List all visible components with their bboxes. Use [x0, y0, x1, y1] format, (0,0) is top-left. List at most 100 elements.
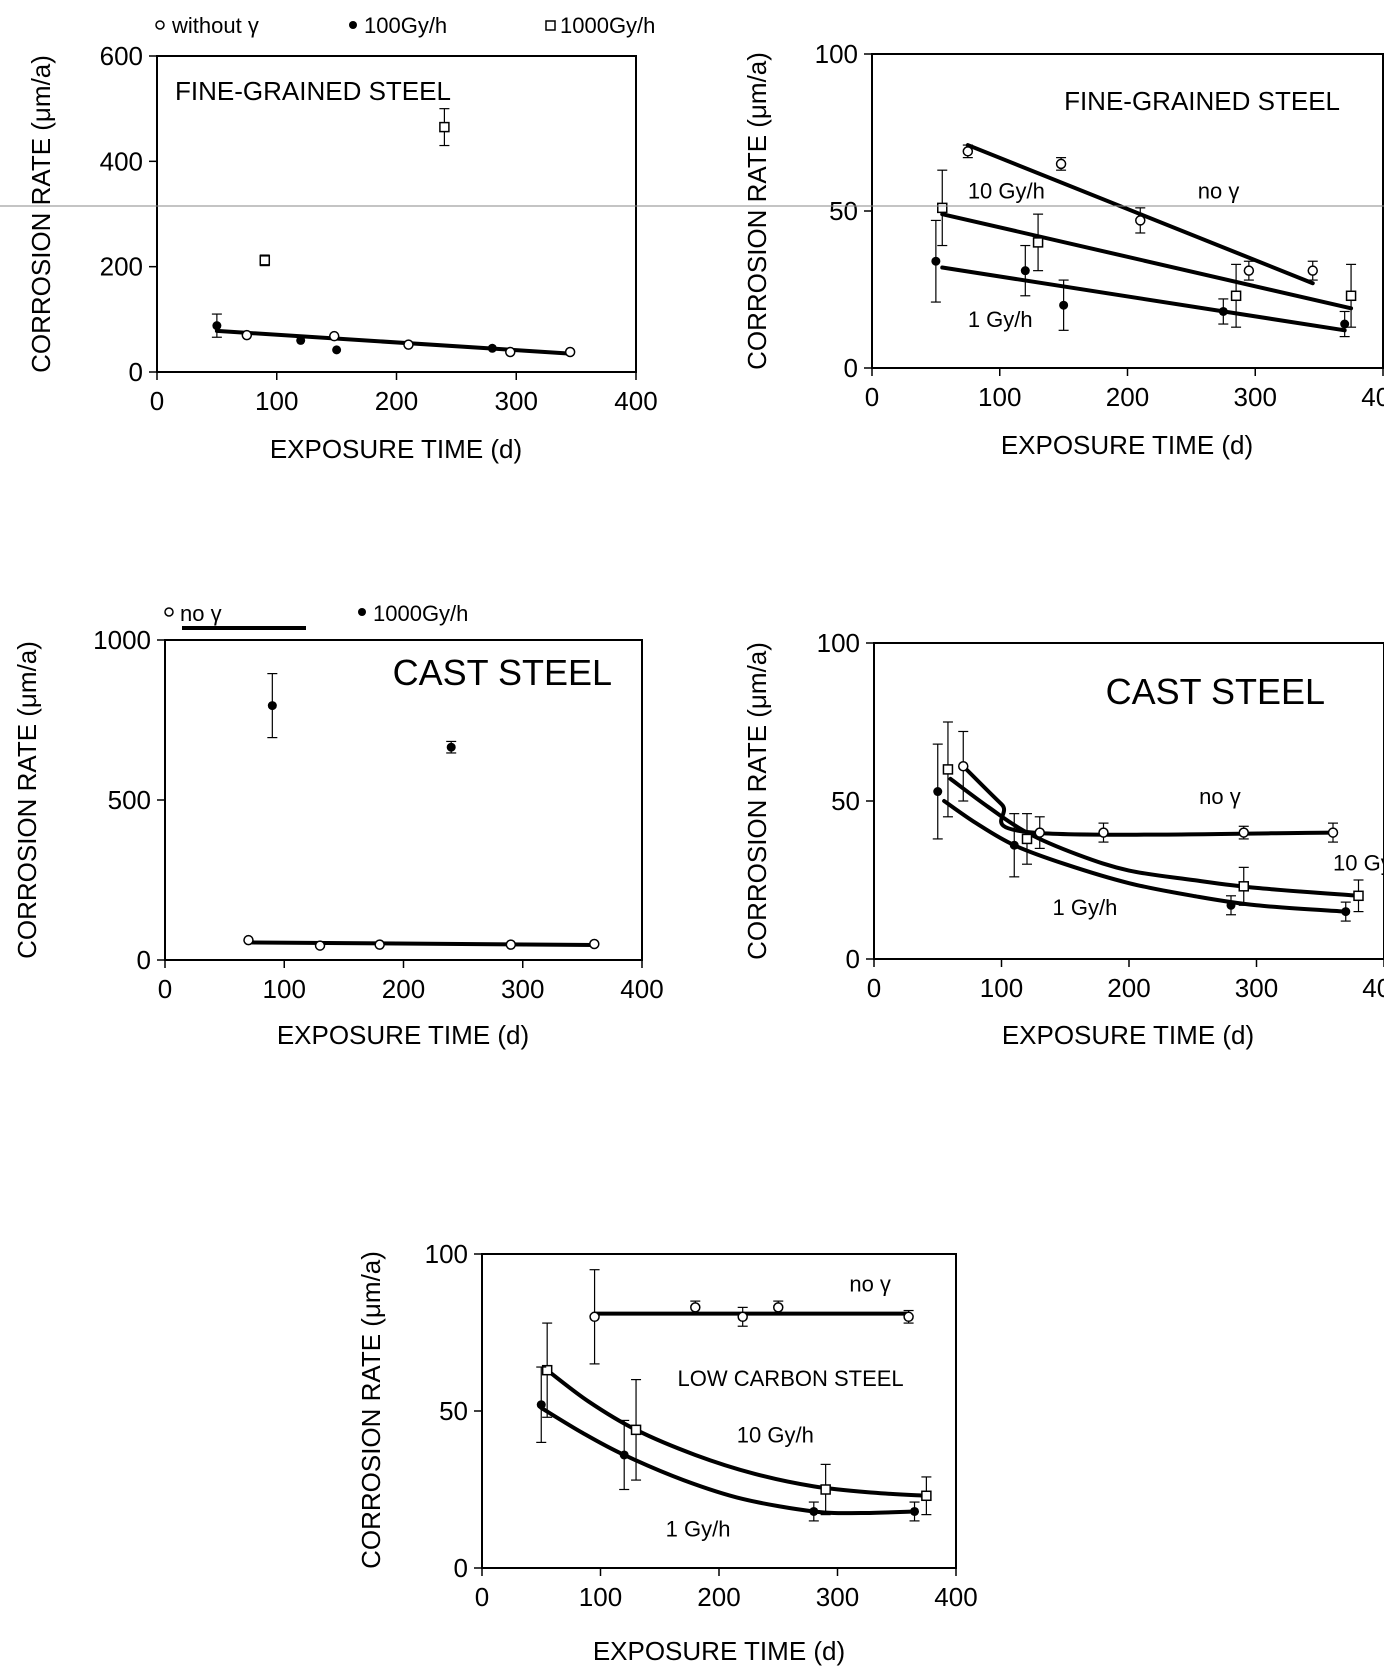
data-point-open-circle — [1307, 265, 1318, 276]
fit-curve — [942, 799, 1348, 914]
y-tick-label: 600 — [100, 41, 143, 71]
data-point-open-circle — [505, 346, 516, 358]
data-point-filled-circle — [332, 345, 342, 355]
legend-label: 1000Gy/h — [560, 13, 655, 38]
y-tick-label: 100 — [817, 628, 860, 658]
fit-curve — [545, 1368, 929, 1498]
panel-title: CAST STEEL — [1106, 671, 1325, 712]
legend-label: without γ — [171, 13, 259, 38]
data-point-filled-circle — [1059, 300, 1069, 310]
x-tick-label: 100 — [263, 974, 306, 1004]
data-point-filled-circle — [933, 787, 943, 797]
legend-marker-filled-circle — [349, 21, 357, 29]
data-point-filled-circle — [1226, 900, 1236, 910]
y-tick-label: 0 — [844, 353, 858, 383]
x-axis-label: EXPOSURE TIME (d) — [270, 434, 522, 464]
data-point-open-circle — [690, 1302, 701, 1313]
data-point-open-circle — [1327, 827, 1339, 838]
x-tick-label: 0 — [150, 386, 164, 416]
y-tick-label: 50 — [439, 1396, 468, 1426]
x-axis-label: EXPOSURE TIME (d) — [1002, 1020, 1254, 1050]
data-point-open-square — [937, 202, 948, 214]
legend-marker-open-square — [545, 20, 556, 31]
data-point-open-circle — [773, 1302, 784, 1313]
annotation-label: LOW CARBON STEEL — [678, 1366, 904, 1391]
data-point-filled-circle — [487, 343, 497, 353]
annotation-label: 10 Gy/h — [737, 1422, 814, 1447]
fit-line — [940, 212, 1354, 311]
annotation-label: no γ — [849, 1272, 891, 1297]
x-tick-label: 400 — [620, 974, 663, 1004]
x-tick-label: 200 — [697, 1582, 740, 1612]
tick-labels: 0 100 200 300 400 0 500 1000 — [93, 625, 664, 1004]
x-tick-label: 300 — [495, 386, 538, 416]
y-tick-label: 50 — [829, 196, 858, 226]
data-point-open-circle — [1243, 265, 1255, 276]
legend-marker-filled-circle — [358, 608, 366, 616]
x-tick-label: 300 — [1234, 382, 1277, 412]
legend-label: no γ — [180, 601, 222, 626]
x-tick-label: 0 — [867, 973, 881, 1003]
x-tick-label: 100 — [978, 382, 1021, 412]
fit-line — [246, 940, 597, 947]
x-tick-label: 300 — [816, 1582, 859, 1612]
legend-marker-open-circle — [164, 607, 174, 617]
data-point-filled-circle — [1341, 907, 1351, 917]
x-tick-label: 300 — [501, 974, 544, 1004]
data-point-filled-circle — [910, 1506, 920, 1516]
data-point-open-circle — [1238, 827, 1249, 838]
data-point-open-circle — [958, 760, 969, 772]
legend-label: 100Gy/h — [364, 13, 447, 38]
chart-marks: no γ LOW CARBON STEEL 10 Gy/h 1 Gy/h — [536, 1269, 932, 1542]
legend-label: 1000Gy/h — [373, 601, 468, 626]
x-tick-label: 0 — [158, 974, 172, 1004]
tick-labels: 0 100 200 300 400 0 50 100 — [815, 39, 1384, 412]
tick-labels: 0 100 200 300 400 0 50 100 — [817, 628, 1384, 1003]
chart-marks — [243, 672, 600, 951]
x-tick-label: 100 — [579, 1582, 622, 1612]
data-point-filled-circle — [1218, 306, 1228, 316]
legend: no γ 1000Gy/h — [164, 601, 468, 630]
x-tick-label: 100 — [980, 973, 1023, 1003]
panel-title: FINE-GRAINED STEEL — [175, 76, 451, 106]
data-point-open-square — [820, 1484, 831, 1495]
data-point-filled-circle — [1009, 840, 1019, 850]
y-tick-label: 0 — [129, 357, 143, 387]
y-axis-label: CORROSION RATE (μm/a) — [26, 55, 56, 373]
panel-cast-large: no γ 1000Gy/h 0 100 200 300 400 0 500 1000 CAST… — [12, 601, 664, 1050]
data-point-filled-circle — [296, 335, 306, 345]
x-tick-label: 300 — [1235, 973, 1278, 1003]
data-point-open-circle — [403, 339, 414, 350]
x-tick-label: 0 — [475, 1582, 489, 1612]
x-tick-label: 200 — [1107, 973, 1150, 1003]
panel-low-carbon: 0 100 200 300 400 0 50 100 no γ LOW CARBON STEEL… — [356, 1239, 978, 1666]
data-point-filled-circle — [809, 1506, 819, 1516]
x-tick-label: 400 — [614, 386, 657, 416]
x-tick-label: 400 — [934, 1582, 977, 1612]
annotation-label: no γ — [1199, 784, 1241, 809]
y-axis-label: CORROSION RATE (μm/a) — [12, 641, 42, 959]
data-point-open-circle — [962, 146, 974, 157]
annotation-label: 1 Gy/h — [666, 1517, 731, 1542]
x-axis-label: EXPOSURE TIME (d) — [277, 1020, 529, 1050]
chart-marks: no γ 10 Gy/h 1 Gy/h — [932, 721, 1384, 922]
annotation-label: 1 Gy/h — [1053, 895, 1118, 920]
data-point-open-square — [541, 1364, 553, 1376]
annotation-label: 10 Gy/h — [1333, 851, 1384, 876]
y-tick-label: 200 — [100, 252, 143, 282]
data-point-open-square — [259, 255, 271, 266]
x-axis-label: EXPOSURE TIME (d) — [593, 1636, 845, 1666]
data-point-open-square — [1345, 290, 1357, 302]
panel-fine-grained-small: 0 100 200 300 400 0 50 100 no γ 10 Gy/h 1 Gy/h FI… — [742, 39, 1384, 460]
data-point-filled-circle — [1020, 266, 1030, 276]
tick-labels: 0 100 200 300 400 0 50 100 — [425, 1239, 978, 1612]
y-tick-label: 100 — [815, 39, 858, 69]
data-point-open-square — [1021, 833, 1033, 845]
annotation-label: 1 Gy/h — [968, 307, 1033, 332]
data-point-open-circle — [1055, 158, 1067, 170]
data-point-open-circle — [1098, 827, 1109, 838]
data-point-open-square — [1032, 237, 1044, 248]
y-tick-label: 0 — [137, 945, 151, 975]
data-point-open-circle — [328, 330, 340, 342]
